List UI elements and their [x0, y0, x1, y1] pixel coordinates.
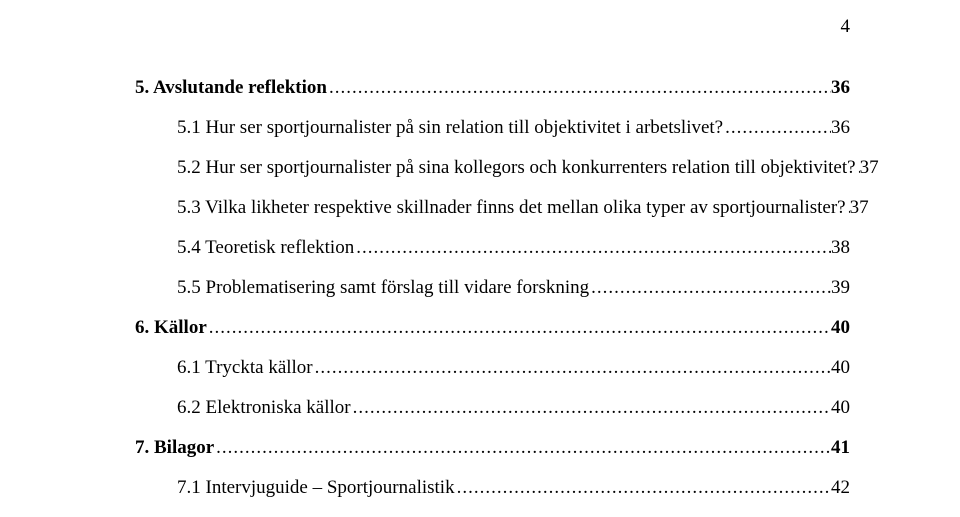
toc-leader — [207, 318, 831, 337]
toc-label: 5.5 Problematisering samt förslag till v… — [177, 278, 589, 297]
toc-row: 5.2 Hur ser sportjournalister på sina ko… — [135, 158, 850, 177]
toc-row: 5. Avslutande reflektion 36 — [135, 78, 850, 97]
toc-label: 5. Avslutande reflektion — [135, 78, 327, 97]
toc-leader — [723, 118, 831, 137]
toc-row: 6. Källor 40 — [135, 318, 850, 337]
toc-leader — [354, 238, 831, 257]
toc-page: 42 — [831, 478, 850, 497]
toc-label: 6.2 Elektroniska källor — [177, 398, 351, 417]
toc-leader — [313, 358, 831, 377]
toc-page: 40 — [831, 318, 850, 337]
toc-leader — [327, 78, 831, 97]
toc-leader — [351, 398, 831, 417]
toc-label: 6.1 Tryckta källor — [177, 358, 313, 377]
toc-row: 5.5 Problematisering samt förslag till v… — [135, 278, 850, 297]
toc-page: 38 — [831, 238, 850, 257]
toc-row: 5.3 Vilka likheter respektive skillnader… — [135, 198, 850, 217]
toc-label: 5.2 Hur ser sportjournalister på sina ko… — [177, 158, 856, 177]
toc-leader — [589, 278, 831, 297]
page-number: 4 — [841, 16, 851, 38]
toc-row: 7.1 Intervjuguide – Sportjournalistik 42 — [135, 478, 850, 497]
toc-row: 6.2 Elektroniska källor 40 — [135, 398, 850, 417]
toc-page: 37 — [850, 198, 869, 217]
toc-label: 7. Bilagor — [135, 438, 214, 457]
toc-label: 5.3 Vilka likheter respektive skillnader… — [177, 198, 846, 217]
document-page: 4 5. Avslutande reflektion 36 5.1 Hur se… — [0, 0, 960, 517]
toc-row: 5.4 Teoretisk reflektion 38 — [135, 238, 850, 257]
toc-leader — [214, 438, 831, 457]
toc-label: 6. Källor — [135, 318, 207, 337]
toc-page: 36 — [831, 118, 850, 137]
toc-row: 7. Bilagor 41 — [135, 438, 850, 457]
toc-page: 36 — [831, 78, 850, 97]
toc-page: 40 — [831, 398, 850, 417]
toc-page: 41 — [831, 438, 850, 457]
toc-row: 6.1 Tryckta källor 40 — [135, 358, 850, 377]
toc-row: 5.1 Hur ser sportjournalister på sin rel… — [135, 118, 850, 137]
toc-label: 5.1 Hur ser sportjournalister på sin rel… — [177, 118, 723, 137]
toc-page: 37 — [860, 158, 879, 177]
toc-page: 39 — [831, 278, 850, 297]
toc-label: 7.1 Intervjuguide – Sportjournalistik — [177, 478, 455, 497]
toc-leader — [455, 478, 831, 497]
toc-label: 5.4 Teoretisk reflektion — [177, 238, 354, 257]
toc-page: 40 — [831, 358, 850, 377]
